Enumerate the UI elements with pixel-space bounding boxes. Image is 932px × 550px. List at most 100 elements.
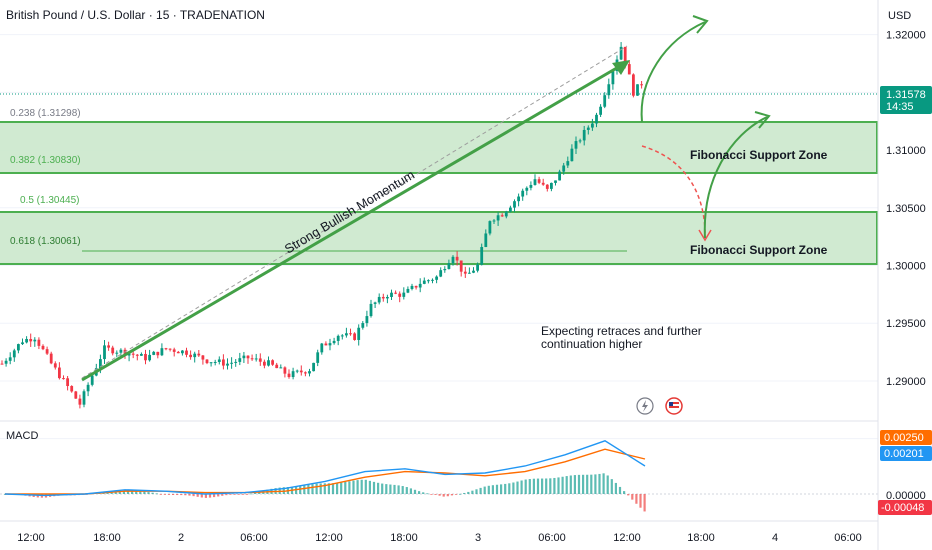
lightning-event-icon[interactable]: [636, 397, 654, 415]
macd-hist-bar: [118, 491, 121, 494]
candle: [480, 243, 484, 266]
momentum-arrow-head: [612, 60, 630, 75]
candle: [238, 352, 242, 366]
candle: [275, 362, 279, 369]
macd-hist-bar: [377, 482, 380, 494]
macd-hist-bar: [446, 494, 449, 497]
candle: [21, 338, 24, 345]
candle: [164, 347, 168, 351]
macd-hist-bar: [180, 494, 183, 496]
candle: [127, 353, 131, 362]
macd-hist-bar: [254, 492, 257, 494]
projection-arrow-lower-head: [754, 111, 771, 129]
candle: [488, 220, 492, 236]
macd-hist-bar: [528, 479, 531, 494]
candle: [586, 125, 590, 135]
macd-hist-bar: [631, 494, 634, 500]
macd-value-badges: 0.00250 0.00201 0.00000 -0.00048: [878, 430, 932, 515]
candle: [492, 219, 496, 224]
macd-hist-bar: [208, 494, 212, 498]
macd-hist-bar: [258, 491, 261, 494]
macd-hist-bar: [225, 494, 228, 496]
projection-arrow-upper[interactable]: [640, 21, 706, 123]
macd-hist-bar: [340, 482, 343, 494]
candle: [160, 343, 164, 357]
candle: [226, 358, 229, 370]
macd-hist-bar: [143, 491, 146, 494]
macd-hist-bar: [372, 481, 376, 494]
macd-hist-bar: [467, 491, 470, 494]
time-axis[interactable]: 12:00 18:00 2 06:00 12:00 18:00 3 06:00 12:00 18:…: [17, 532, 862, 544]
candle: [304, 371, 307, 377]
candle: [78, 394, 82, 409]
macd-hist-bar: [204, 494, 207, 498]
macd-hist-bar: [495, 484, 499, 494]
macd-hist-bar: [459, 493, 462, 495]
macd-hist-bar: [176, 494, 179, 496]
candle: [627, 60, 631, 75]
candle: [12, 348, 16, 362]
candle: [107, 341, 110, 351]
macd-hist-bar: [356, 480, 359, 494]
macd-hist-bar: [430, 494, 433, 495]
macd-hist-bar: [413, 489, 417, 494]
macd-hist-bar: [586, 474, 589, 494]
candle: [246, 355, 250, 364]
candle: [66, 375, 69, 391]
candle: [299, 365, 303, 376]
macd-hist-bar: [393, 484, 396, 494]
candle: [168, 348, 172, 352]
badge-macd-text: 0.00201: [884, 448, 924, 460]
macd-hist-bar: [213, 494, 216, 498]
macd-hist-bar: [237, 494, 240, 495]
candle: [607, 78, 611, 99]
macd-hist-bar: [610, 479, 613, 494]
candle: [332, 337, 336, 345]
candle: [632, 73, 635, 98]
macd-hist-bar: [405, 487, 408, 494]
macd-hist-bar: [520, 480, 523, 494]
candle: [58, 362, 61, 380]
candle: [0, 360, 4, 365]
macd-hist-bar: [627, 494, 630, 496]
candle: [529, 181, 533, 191]
fib-label-0382: 0.382 (1.30830): [10, 155, 81, 166]
zone-lower-label: Fibonacci Support Zone: [690, 243, 828, 257]
us-flag-event-icon[interactable]: [665, 397, 683, 415]
badge-macd: [880, 446, 932, 461]
candle: [591, 118, 594, 131]
macd-hist-bar: [438, 494, 441, 496]
momentum-arrow[interactable]: [81, 60, 628, 382]
macd-hist-bar: [577, 474, 581, 494]
candle: [603, 92, 607, 109]
macd-hist-bar: [532, 478, 535, 494]
macd-hist-bar: [151, 492, 154, 494]
macd-hist-bar: [155, 493, 158, 495]
macd-signal-line: [5, 448, 646, 495]
candle: [345, 327, 348, 338]
candle: [287, 369, 291, 379]
macd-label: MACD: [6, 430, 38, 442]
macd-hist-bar: [389, 484, 392, 494]
candle: [472, 267, 475, 274]
macd-hist-bar: [126, 491, 130, 494]
fib-zone-lower[interactable]: [0, 211, 878, 265]
candle: [45, 346, 49, 355]
time-tick-label: 18:00: [687, 532, 715, 544]
fib-label-0236: 0.238 (1.31298): [10, 108, 81, 119]
candle: [193, 351, 197, 363]
macd-hist-bar: [573, 475, 576, 494]
macd-hist-bar: [541, 478, 544, 494]
macd-hist-bar: [618, 486, 622, 494]
price-candles[interactable]: [0, 42, 643, 409]
projection-arrow-lower[interactable]: [703, 116, 768, 239]
macd-hist-bar: [487, 485, 490, 494]
candle: [340, 334, 344, 340]
macd-hist-bar: [336, 482, 339, 494]
candle: [181, 350, 184, 356]
macd-hist-bar: [159, 494, 162, 495]
candle: [140, 352, 143, 356]
price-tick-label: 1.29000: [886, 376, 926, 388]
candle: [271, 359, 274, 366]
